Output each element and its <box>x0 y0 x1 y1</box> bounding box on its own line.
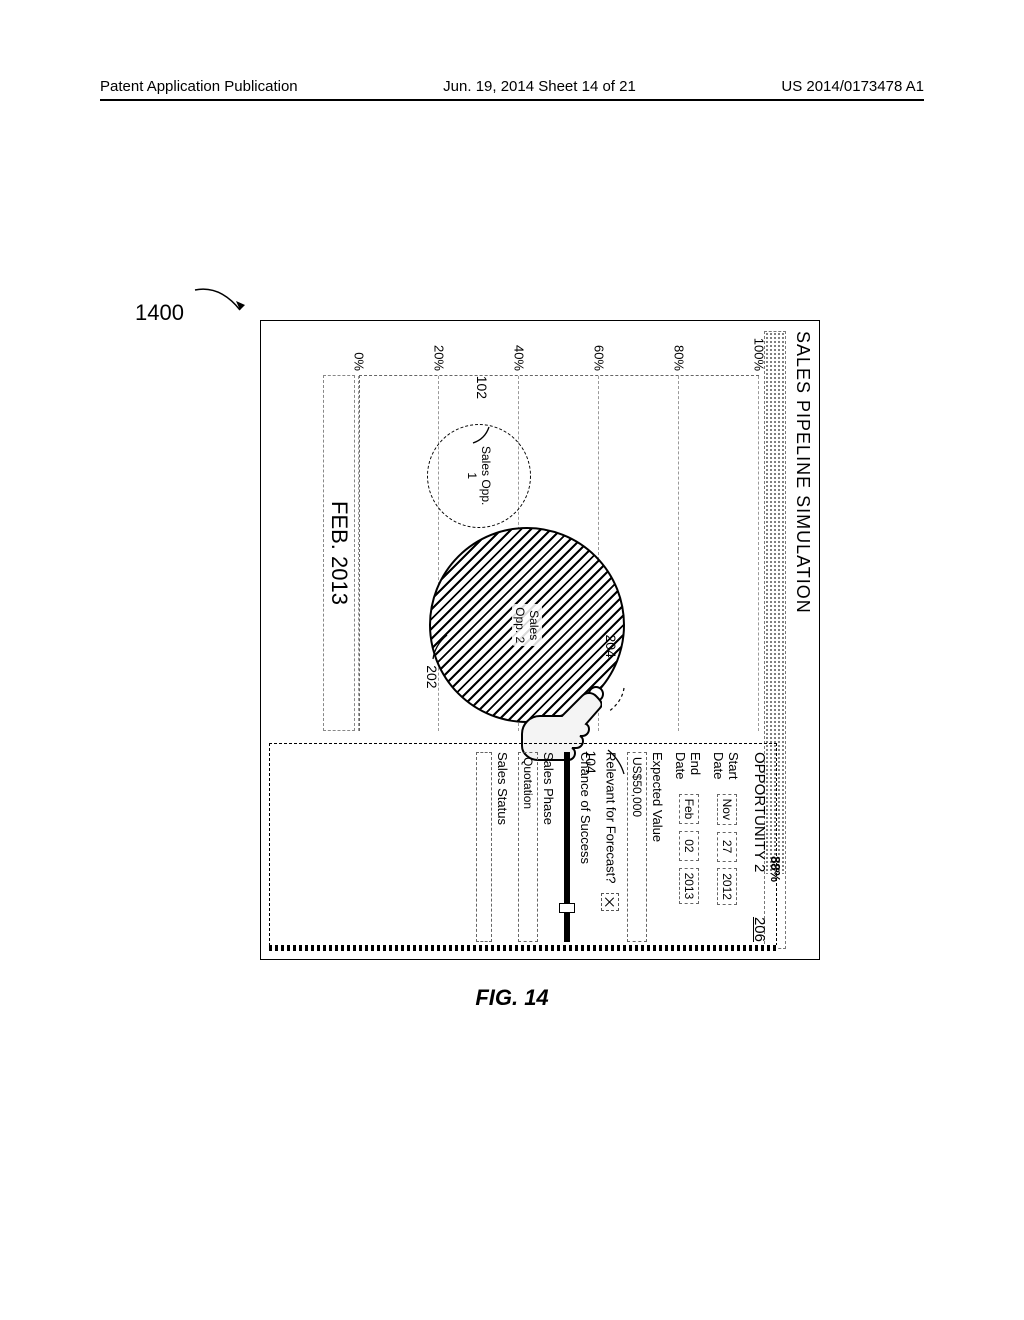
simulation-window: SALES PIPELINE SIMULATION 88% Sales Opp.… <box>260 320 820 960</box>
y-tick: 100% <box>752 331 767 371</box>
bubble-opp1[interactable]: Sales Opp. 1 <box>427 424 531 528</box>
expected-value-row: Expected Value US$50,000 <box>627 752 665 942</box>
sales-phase-field[interactable]: Quotation <box>518 752 538 942</box>
callout-102: 102 <box>474 376 497 439</box>
bubble-label: Sales Opp. 1 <box>465 446 493 505</box>
end-date-label: End Date <box>673 752 703 790</box>
chart-area[interactable]: Sales Opp. 1102Sales Opp. 2202204 104 <box>359 375 759 731</box>
bubble-label: Sales Opp. 2 <box>512 604 542 646</box>
sales-status-field[interactable] <box>476 752 492 942</box>
start-date-row: Start Date Nov 27 2012 <box>711 752 741 942</box>
y-tick: 40% <box>512 331 527 371</box>
sim-title: SALES PIPELINE SIMULATION <box>788 321 819 959</box>
x-axis-label: FEB. 2013 <box>323 375 355 731</box>
panel-scrollbar[interactable] <box>269 945 777 951</box>
callout-204: 204 <box>603 634 630 701</box>
y-tick: 0% <box>352 331 367 371</box>
start-date-label: Start Date <box>711 752 741 790</box>
figure-caption: FIG. 14 <box>0 985 1024 1011</box>
sales-status-row: Sales Status <box>476 752 510 942</box>
detail-panel: OPPORTUNITY 2 206 Start Date Nov 27 2012… <box>269 743 777 951</box>
forecast-row: Relevant for Forecast? <box>601 752 619 942</box>
bubble-chart: Sales Opp. 1102Sales Opp. 2202204 104 FE… <box>319 331 759 731</box>
chance-slider-thumb[interactable] <box>559 903 575 913</box>
forecast-label: Relevant for Forecast? <box>604 752 619 884</box>
panel-title-row: OPPORTUNITY 2 206 <box>751 752 768 942</box>
gridline <box>758 376 759 731</box>
end-date-row: End Date Feb 02 2013 <box>673 752 703 942</box>
sales-status-label: Sales Status <box>495 752 510 942</box>
figure-number: 1400 <box>135 280 250 326</box>
expected-value-label: Expected Value <box>650 752 665 942</box>
start-month-field[interactable]: Nov <box>717 794 737 825</box>
panel-title: OPPORTUNITY 2 <box>751 752 768 872</box>
panel-ref: 206 <box>751 917 768 942</box>
sales-phase-row: Sales Phase Quotation <box>518 752 556 942</box>
chance-slider[interactable] <box>564 752 570 942</box>
header-center: Jun. 19, 2014 Sheet 14 of 21 <box>443 78 636 95</box>
y-tick: 80% <box>672 331 687 371</box>
start-day-field[interactable]: 27 <box>717 832 737 862</box>
callout-202: 202 <box>424 635 447 688</box>
forecast-checkbox[interactable] <box>601 893 619 911</box>
y-tick: 20% <box>432 331 447 371</box>
end-month-field[interactable]: Feb <box>679 794 699 825</box>
chance-row: Chance of Success <box>564 752 593 942</box>
expected-value-field[interactable]: US$50,000 <box>627 752 647 942</box>
gridline <box>678 376 679 731</box>
chance-label: Chance of Success <box>578 752 593 942</box>
header-left: Patent Application Publication <box>100 78 298 95</box>
end-year-field[interactable]: 2013 <box>679 868 699 905</box>
page-header: Patent Application Publication Jun. 19, … <box>100 78 924 101</box>
start-year-field[interactable]: 2012 <box>717 868 737 905</box>
end-day-field[interactable]: 02 <box>679 831 699 861</box>
header-right: US 2014/0173478 A1 <box>781 78 924 95</box>
gridline <box>358 376 359 731</box>
y-tick: 60% <box>592 331 607 371</box>
figure-wrap: SALES PIPELINE SIMULATION 88% Sales Opp.… <box>260 320 820 960</box>
sales-phase-label: Sales Phase <box>541 752 556 942</box>
resize-handle[interactable] <box>588 686 604 702</box>
